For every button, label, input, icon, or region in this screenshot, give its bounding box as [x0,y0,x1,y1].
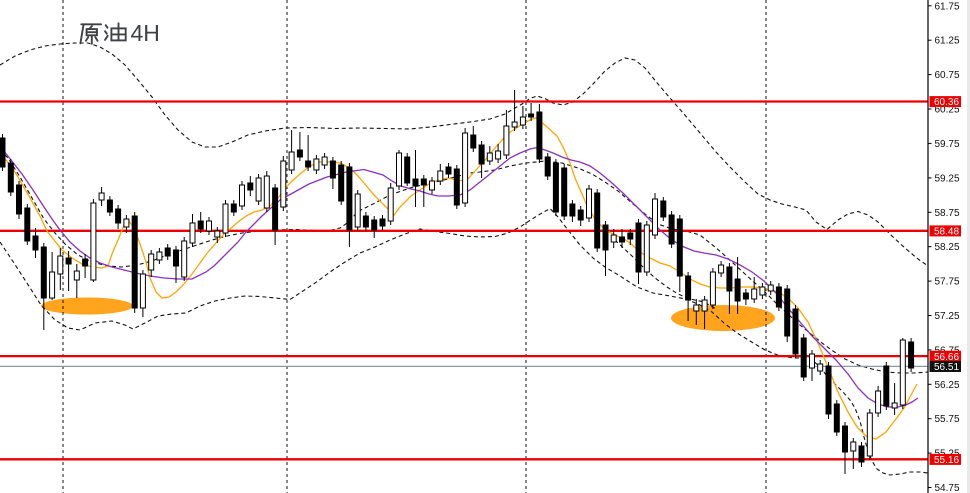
svg-text:57.75: 57.75 [935,277,960,288]
svg-text:55.16: 55.16 [934,455,959,466]
svg-text:61.75: 61.75 [935,1,960,12]
svg-text:55.75: 55.75 [935,414,960,425]
svg-text:58.25: 58.25 [935,242,960,253]
svg-text:60.25: 60.25 [935,105,960,116]
svg-text:60.36: 60.36 [934,97,959,108]
svg-text:59.25: 59.25 [935,173,960,184]
svg-text:59.75: 59.75 [935,139,960,150]
svg-text:56.25: 56.25 [935,380,960,391]
svg-text:56.66: 56.66 [934,352,959,363]
svg-text:56.51: 56.51 [934,362,959,373]
svg-text:58.75: 58.75 [935,208,960,219]
svg-text:57.25: 57.25 [935,311,960,322]
svg-text:58.48: 58.48 [934,227,959,238]
svg-text:60.75: 60.75 [935,70,960,81]
svg-text:4H: 4H [131,20,160,46]
svg-text:54.75: 54.75 [935,483,960,493]
svg-text:61.25: 61.25 [935,36,960,47]
